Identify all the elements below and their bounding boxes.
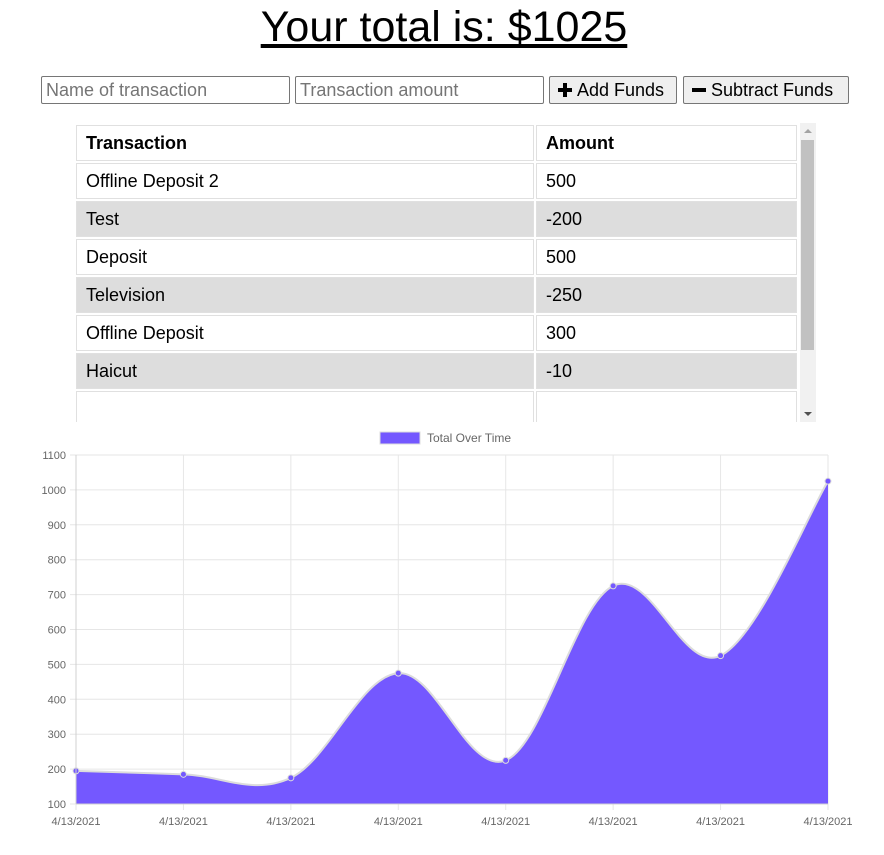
x-tick-label: 4/13/2021 <box>589 816 638 828</box>
table-scrollbar[interactable] <box>800 123 816 422</box>
column-header-transaction: Transaction <box>76 125 534 161</box>
x-tick-label: 4/13/2021 <box>481 816 530 828</box>
transactions-table-container[interactable]: Transaction Amount Offline Deposit 2 500… <box>74 123 816 422</box>
table-row: Offline Deposit 2 500 <box>76 163 797 199</box>
y-tick-label: 400 <box>48 694 66 706</box>
y-tick-label: 300 <box>48 729 66 741</box>
table-row: Offline Deposit 300 <box>76 315 797 351</box>
x-tick-label: 4/13/2021 <box>696 816 745 828</box>
scroll-down-arrow-icon[interactable] <box>804 412 812 416</box>
transaction-name-input[interactable] <box>41 76 290 104</box>
data-point <box>179 770 187 778</box>
transaction-name-cell: Offline Deposit 2 <box>76 163 534 199</box>
transaction-name-cell: Deposit <box>76 239 534 275</box>
data-point <box>502 756 510 764</box>
column-header-amount: Amount <box>536 125 797 161</box>
x-tick-label: 4/13/2021 <box>52 816 101 828</box>
plus-icon <box>558 83 572 97</box>
y-tick-label: 700 <box>48 590 66 602</box>
y-tick-label: 1100 <box>42 450 66 462</box>
transaction-amount-input[interactable] <box>295 76 544 104</box>
scroll-up-arrow-icon[interactable] <box>804 129 812 133</box>
transactions-table: Transaction Amount Offline Deposit 2 500… <box>74 123 799 422</box>
legend-swatch <box>379 431 421 445</box>
table-row: Television -250 <box>76 277 797 313</box>
table-row: Deposit 500 <box>76 239 797 275</box>
table-row: Haicut -10 <box>76 353 797 389</box>
y-tick-label: 100 <box>48 799 66 811</box>
data-point <box>394 669 402 677</box>
transaction-amount-cell <box>536 391 797 422</box>
transaction-amount-cell: 500 <box>536 163 797 199</box>
transaction-name-cell: Haicut <box>76 353 534 389</box>
transaction-name-cell: Test <box>76 201 534 237</box>
add-funds-label: Add Funds <box>577 79 665 100</box>
minus-icon <box>692 88 706 92</box>
x-tick-label: 4/13/2021 <box>374 816 423 828</box>
transaction-amount-cell: -250 <box>536 277 797 313</box>
transaction-amount-cell: 500 <box>536 239 797 275</box>
transaction-amount-cell: -10 <box>536 353 797 389</box>
y-tick-label: 600 <box>48 625 66 637</box>
table-row: Test -200 <box>76 201 797 237</box>
subtract-funds-label: Subtract Funds <box>711 79 834 100</box>
transaction-amount-cell: 300 <box>536 315 797 351</box>
y-tick-label: 800 <box>48 555 66 567</box>
y-tick-label: 1000 <box>42 485 66 497</box>
data-point <box>824 477 832 485</box>
transaction-name-cell: Television <box>76 277 534 313</box>
total-heading: Your total is: $1025 <box>260 3 628 51</box>
y-tick-label: 900 <box>48 520 66 532</box>
data-point <box>287 774 295 782</box>
total-over-time-chart: 100 200 300 400 500 600 700 800 900 1000 1100 4/13/… <box>42 431 853 828</box>
transaction-name-cell <box>76 391 534 422</box>
table-row <box>76 391 797 422</box>
y-tick-label: 200 <box>48 764 66 776</box>
x-tick-label: 4/13/2021 <box>266 816 315 828</box>
series-area <box>76 481 828 804</box>
add-funds-button[interactable]: Add Funds <box>549 76 677 104</box>
legend-label: Total Over Time <box>427 431 511 445</box>
transaction-name-cell: Offline Deposit <box>76 315 534 351</box>
x-tick-label: 4/13/2021 <box>804 816 853 828</box>
x-tick-label: 4/13/2021 <box>159 816 208 828</box>
y-tick-label: 500 <box>48 659 66 671</box>
data-point <box>609 582 617 590</box>
data-point <box>717 652 725 660</box>
transaction-amount-cell: -200 <box>536 201 797 237</box>
scrollbar-thumb[interactable] <box>801 140 814 350</box>
subtract-funds-button[interactable]: Subtract Funds <box>683 76 849 104</box>
